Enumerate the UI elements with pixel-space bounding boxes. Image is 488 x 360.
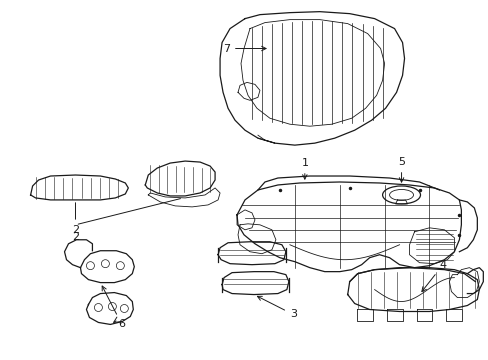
- Text: 1: 1: [301, 158, 308, 179]
- Text: 2: 2: [72, 203, 79, 235]
- Text: 7: 7: [223, 44, 265, 54]
- Text: 2: 2: [72, 232, 79, 242]
- Text: 5: 5: [397, 157, 404, 182]
- Text: 4: 4: [421, 260, 446, 292]
- Text: 6: 6: [102, 286, 125, 329]
- Text: 3: 3: [257, 296, 296, 319]
